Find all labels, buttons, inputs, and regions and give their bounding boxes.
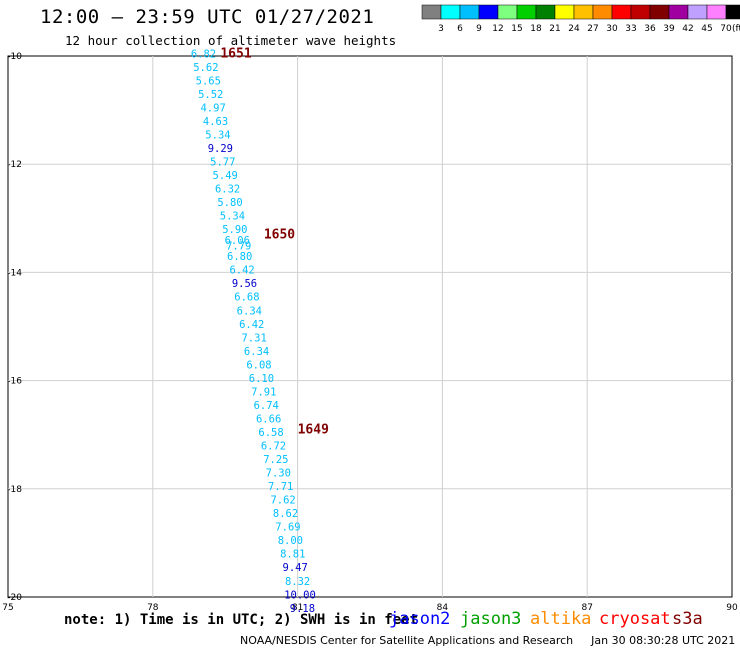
color-scale-label: 39 [663, 24, 675, 34]
lat-tick-label: -18 [7, 485, 22, 495]
legend-cryosat: cryosat [599, 609, 671, 629]
footer-credit: NOAA/NESDIS Center for Satellite Applica… [240, 634, 735, 647]
footer-note: note: 1) Time is in UTC; 2) SWH is in fe… [64, 612, 419, 628]
lon-tick-label: 87 [581, 603, 592, 613]
color-scale-label: 30 [606, 24, 618, 34]
swh-value-label: 7.91 [251, 386, 276, 398]
color-scale-label: 36 [644, 24, 656, 34]
map-frame [7, 55, 733, 598]
lat-tick-label: -12 [7, 160, 22, 170]
swh-value-label: 5.65 [196, 75, 221, 87]
swh-value-label: 4.97 [200, 102, 225, 114]
color-scale-label: 12 [492, 24, 503, 34]
color-scale-label: 6 [457, 24, 463, 34]
color-scale-label: 24 [568, 24, 580, 34]
lat-tick-label: -16 [7, 377, 22, 387]
swh-value-label: 8.00 [278, 535, 303, 547]
legend-altika: altika [530, 609, 592, 629]
swh-value-label: 6.34 [244, 346, 269, 358]
color-scale-label: 70 [720, 24, 732, 34]
color-scale-label: 15 [511, 24, 522, 34]
lat-tick-label: -14 [7, 268, 22, 278]
color-scale-label: 45 [701, 24, 712, 34]
page-subtitle: 12 hour collection of altimeter wave hei… [65, 33, 397, 48]
swh-value-label: 7.62 [270, 495, 295, 507]
swh-value-label: 5.34 [220, 211, 245, 223]
swh-value-label: 6.06 [225, 235, 250, 247]
color-scale-label: 9 [476, 24, 482, 34]
swh-value-label: 5.49 [213, 170, 238, 182]
swh-value-label: 6.82 [191, 48, 216, 60]
swh-value-label: 6.80 [227, 251, 252, 263]
swh-value-label: 6.68 [234, 292, 259, 304]
swh-value-label: 4.63 [203, 116, 228, 128]
pass-time-label: 1649 [298, 422, 329, 437]
lon-tick-label: 84 [437, 603, 449, 613]
lon-tick-label: 78 [147, 603, 159, 613]
pass-time-label: 1650 [264, 228, 295, 243]
legend-jason2: jason2 [389, 609, 451, 629]
credit-timestamp: Jan 30 08:30:28 UTC 2021 [591, 634, 736, 647]
swh-value-label: 6.10 [249, 373, 274, 385]
lat-tick-label: -10 [7, 52, 22, 62]
legend-jason3: jason3 [460, 609, 522, 629]
swh-value-label: 6.32 [215, 184, 240, 196]
swh-value-label: 6.42 [229, 265, 254, 277]
swh-value-label: 5.77 [210, 156, 235, 168]
swh-value-label: 5.90 [222, 224, 247, 236]
swh-value-label: 6.34 [237, 305, 262, 317]
swh-value-label: 10.00 [284, 589, 316, 601]
swh-value-label: 7.30 [266, 468, 291, 480]
legend-s3a: s3a [672, 609, 703, 629]
swh-value-label: 8.81 [280, 549, 305, 561]
swh-value-label: 9.47 [283, 562, 308, 574]
swh-value-label: 7.69 [275, 522, 300, 534]
credit-text: NOAA/NESDIS Center for Satellite Applica… [240, 634, 574, 647]
color-scale-label: 42 [682, 24, 693, 34]
swh-value-label: 7.25 [263, 454, 288, 466]
swh-value-label: 5.80 [217, 197, 242, 209]
color-scale-label: 18 [530, 24, 542, 34]
lat-tick-label: -20 [7, 593, 22, 603]
swh-value-label: 8.32 [285, 576, 310, 588]
swh-value-label: 5.52 [198, 89, 223, 101]
swh-value-label: 5.62 [193, 62, 218, 74]
lon-tick-label: 75 [2, 603, 13, 613]
swh-value-label: 8.62 [273, 508, 298, 520]
swh-value-label: 7.79 [226, 240, 251, 252]
color-scale-label: 33 [625, 24, 636, 34]
color-scale-label: 3 [438, 24, 444, 34]
swh-value-label: 9.29 [208, 143, 233, 155]
swh-value-label: 6.08 [246, 359, 271, 371]
swh-value-label: 6.66 [256, 413, 281, 425]
swh-value-label: 6.72 [261, 441, 286, 453]
swh-value-label: 6.42 [239, 319, 264, 331]
page-title: 12:00 – 23:59 UTC 01/27/2021 [40, 6, 375, 28]
swh-value-label: 9.56 [232, 278, 257, 290]
pass-time-label: 1651 [220, 46, 251, 61]
color-scale-unit: (ft) [732, 24, 740, 34]
swh-value-label: 7.71 [268, 481, 293, 493]
lon-tick-label: 81 [292, 603, 303, 613]
swh-value-label: 6.58 [258, 427, 283, 439]
swh-value-label: 9.18 [290, 603, 315, 615]
swh-value-label: 6.74 [254, 400, 279, 412]
lon-tick-label: 90 [726, 603, 738, 613]
color-scale-label: 21 [549, 24, 560, 34]
swh-value-label: 7.31 [242, 332, 267, 344]
swh-value-label: 5.34 [205, 129, 230, 141]
color-scale-label: 27 [587, 24, 598, 34]
color-swatch [725, 4, 740, 20]
